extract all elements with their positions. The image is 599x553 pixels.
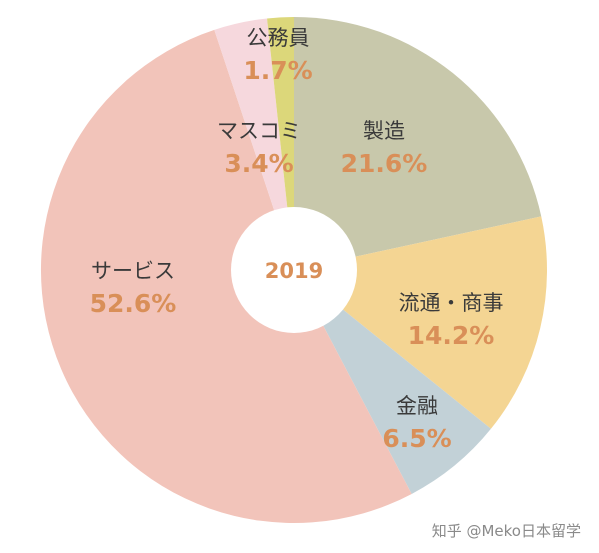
slice-value-label-1: 14.2% [408,321,495,350]
slice-2 [294,270,491,494]
slice-label-3: サービス [91,259,175,283]
slice-label-2: 金融 [396,394,438,418]
center-year-label: 2019 [265,259,323,283]
labels-group: 製造 21.6% 流通・商事 14.2% 金融 6.5% サービス 52.6% マスコミ 3.4%… [90,26,504,453]
slice-label-4: マスコミ [217,119,301,143]
slice-label-0: 製造 [363,119,405,143]
slice-label-5: 公務員 [247,26,310,50]
watermark: 知乎 @Meko日本留学 [431,522,581,540]
slice-value-label-2: 6.5% [382,424,451,453]
slice-0 [294,17,542,270]
slice-4 [214,18,294,270]
slice-value-label-3: 52.6% [90,289,177,318]
slice-3 [40,29,412,524]
slice-label-1: 流通・商事 [399,291,504,315]
slice-value-label-5: 1.7% [243,56,312,85]
slice-value-label-4: 3.4% [224,149,293,178]
slice-5 [267,17,294,270]
slice-1 [294,216,548,429]
slice-value-label-0: 21.6% [341,149,428,178]
center-hole [231,207,357,333]
slices-group [40,17,548,524]
